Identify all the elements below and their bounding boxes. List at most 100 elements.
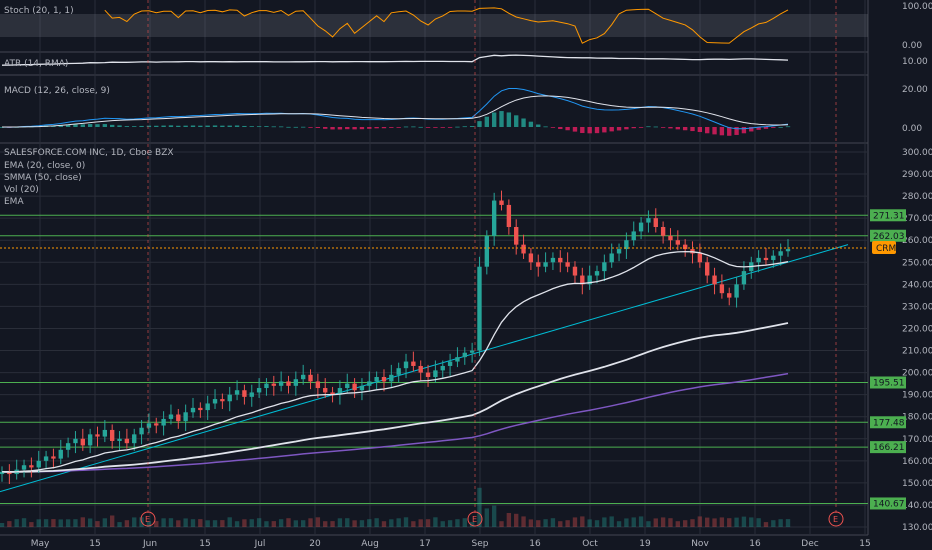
price-level-tag-0: 271.31: [873, 211, 905, 221]
earnings-letter-0: E: [145, 515, 150, 524]
macd-hist-bar-23: [168, 125, 174, 127]
price-tick-4: 260.00: [902, 236, 932, 246]
price-level-tag-2: 195.51: [873, 378, 905, 388]
volume-bar-93: [682, 520, 688, 527]
macd-hist-bar-34: [249, 126, 254, 127]
price-level-tag-bg-1: [870, 229, 906, 242]
macd-label: MACD (12, 26, close, 9): [4, 86, 110, 96]
volume-bar-58: [425, 519, 431, 527]
indicator-label-smma: SMMA (50, close): [4, 173, 82, 183]
stoch-tick-100: 100.00: [902, 2, 932, 12]
macd-hist-bar-20: [146, 125, 152, 127]
macd-hist-bar-17: [124, 126, 130, 127]
time-tick-11: 19: [639, 539, 651, 549]
candle-body-52: [381, 377, 387, 382]
volume-bar-20: [146, 521, 152, 527]
volume-bar-105: [771, 520, 776, 527]
macd-hist-bar-74: [543, 126, 548, 128]
volume-bar-24: [176, 520, 181, 527]
macd-hist-bar-105: [771, 127, 776, 128]
volume-bars: [0, 487, 791, 527]
stoch-label: Stoch (20, 1, 1): [4, 6, 74, 16]
volume-bar-100: [734, 517, 739, 527]
volume-bar-101: [741, 516, 747, 527]
candle-body-24: [176, 414, 181, 422]
price-tick-16: 140.00: [902, 501, 932, 511]
volume-bar-9: [65, 519, 71, 527]
candle-body-39: [286, 381, 291, 386]
candle-body-99: [727, 293, 732, 298]
macd-hist-bar-102: [749, 127, 754, 132]
candle-body-22: [161, 418, 166, 426]
macd-hist-bar-21: [154, 125, 159, 127]
macd-hist-bar-65: [477, 121, 482, 127]
candle-body-96: [705, 262, 710, 276]
macd-hist-bar-76: [558, 127, 563, 129]
indicator-label-ema: EMA (20, close, 0): [4, 161, 85, 171]
volume-bar-61: [447, 520, 453, 527]
volume-bar-37: [271, 521, 276, 527]
candle-body-84: [616, 249, 622, 254]
candle-body-51: [374, 377, 379, 382]
volume-bar-63: [462, 518, 467, 527]
price-tick-1: 290.00: [902, 170, 932, 180]
macd-hist-bar-93: [682, 127, 688, 131]
volume-bar-16: [117, 522, 122, 527]
macd-hist-bar-106: [778, 126, 783, 128]
candle-body-67: [491, 200, 497, 236]
candle-body-41: [300, 374, 306, 380]
macd-hist-bar-25: [183, 125, 188, 127]
macd-hist-bar-42: [308, 127, 313, 128]
macd-hist-bar-39: [286, 126, 291, 128]
time-tick-2: Jun: [142, 539, 157, 549]
time-tick-0: May: [31, 539, 50, 549]
candle-body-71: [521, 244, 526, 254]
price-level-tag-bg-0: [870, 209, 906, 222]
candle-body-33: [242, 390, 247, 397]
candle-body-55: [403, 361, 409, 369]
volume-bar-70: [514, 513, 519, 527]
volume-bar-104: [763, 522, 769, 527]
volume-bar-57: [418, 519, 423, 527]
volume-bar-22: [161, 518, 166, 527]
macd-hist-bar-80: [587, 127, 592, 134]
macd-hist-bar-100: [734, 127, 739, 135]
macd-hist-bar-88: [646, 126, 651, 128]
time-tick-15: 15: [859, 539, 870, 549]
candle-body-80: [587, 275, 592, 285]
candle-body-101: [741, 271, 747, 285]
macd-hist-bar-75: [550, 127, 556, 128]
candle-body-43: [315, 381, 321, 389]
macd-hist-bar-50: [367, 127, 372, 129]
candle-body-79: [580, 275, 585, 285]
macd-hist-bar-55: [403, 126, 409, 128]
macd-hist-bar-70: [514, 115, 519, 127]
candle-body-3: [21, 465, 27, 470]
candle-body-105: [771, 255, 776, 261]
candle-body-54: [396, 368, 401, 375]
volume-bar-40: [293, 520, 299, 527]
candle-body-50: [367, 381, 372, 386]
macd-hist-bar-92: [675, 127, 680, 130]
macd-hist-bar-31: [227, 125, 232, 127]
macd-tick-20: 20.00: [902, 85, 928, 95]
macd-hist-bar-16: [117, 125, 122, 127]
candle-body-63: [462, 352, 467, 358]
candle-body-12: [87, 434, 93, 446]
trendline: [0, 244, 849, 493]
macd-hist-bar-79: [580, 127, 585, 134]
volume-bar-85: [624, 518, 629, 527]
macd-hist-bar-35: [256, 126, 262, 128]
earnings-letter-1: E: [472, 515, 477, 524]
time-tick-4: Jul: [254, 539, 266, 549]
candle-body-88: [646, 218, 651, 223]
volume-bar-21: [154, 521, 159, 527]
price-tick-12: 180.00: [902, 413, 932, 423]
volume-bar-87: [638, 516, 644, 527]
macd-hist-bar-45: [330, 127, 335, 130]
macd-hist-bar-11: [80, 124, 85, 127]
candle-body-57: [418, 365, 423, 373]
macd-hist-bar-47: [345, 127, 350, 130]
macd-hist-bar-49: [359, 127, 365, 130]
